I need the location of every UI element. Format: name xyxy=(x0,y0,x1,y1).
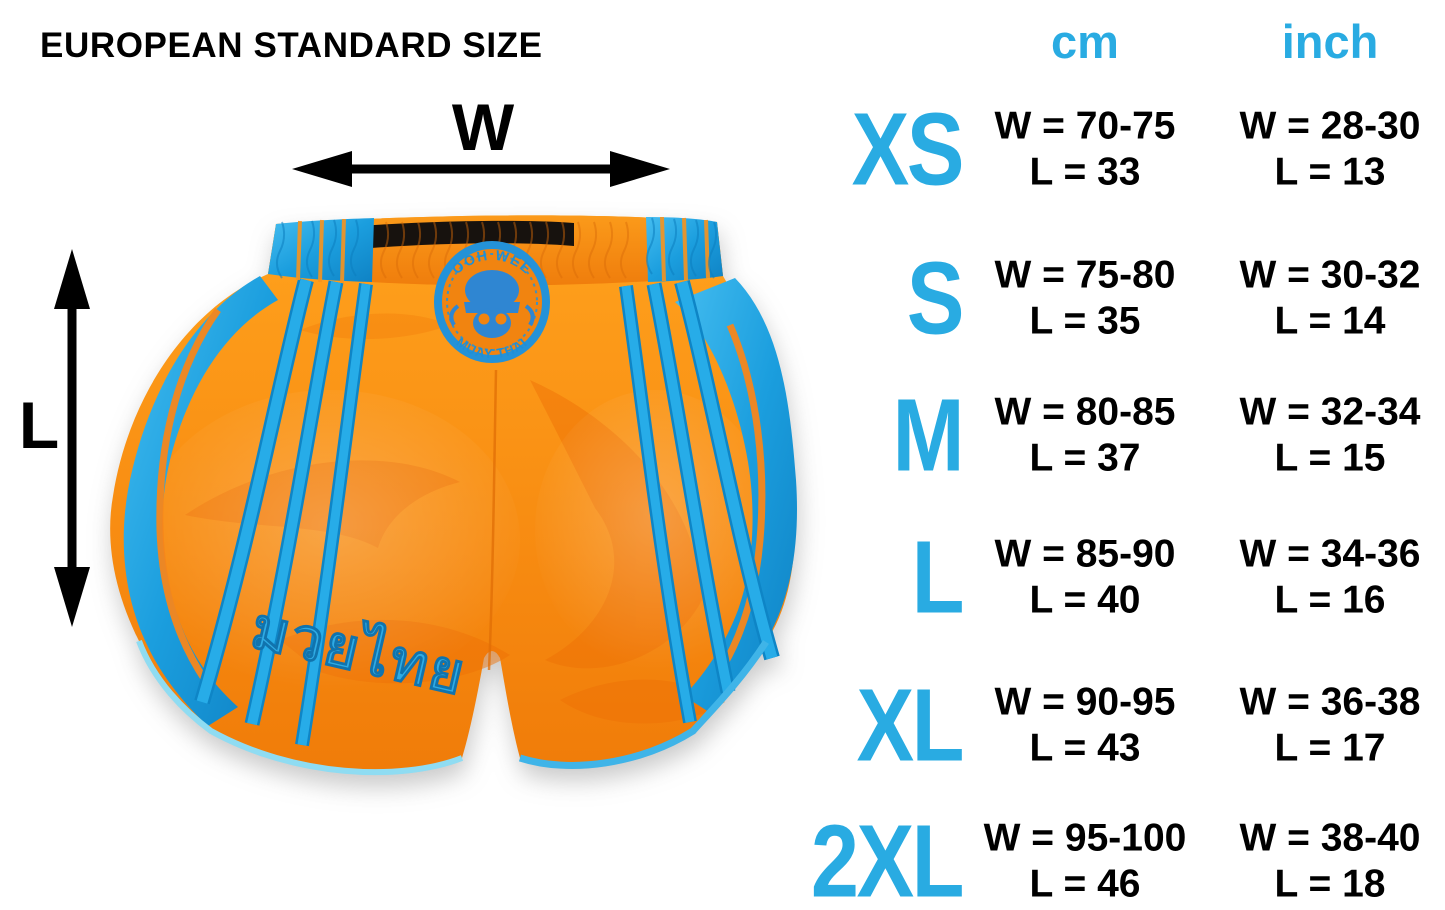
cm-width-value: W = 90-95 xyxy=(994,680,1176,724)
inch-values: W = 28-30 L = 13 xyxy=(1215,104,1445,196)
brand-logo-patch: OOH WEE MUAY THAI xyxy=(434,241,550,363)
inch-values: W = 38-40 L = 18 xyxy=(1215,816,1445,908)
size-row-m: M W = 80-85 L = 37 W = 32-34 L = 15 xyxy=(700,377,1445,493)
inch-width-value: W = 38-40 xyxy=(1239,816,1421,860)
cm-width-value: W = 95-100 xyxy=(983,816,1187,860)
column-header-cm: cm xyxy=(1051,15,1119,68)
cm-length-value: L = 46 xyxy=(1029,863,1141,906)
right-hem-trim xyxy=(518,640,769,769)
inch-length-value: L = 18 xyxy=(1274,863,1386,906)
inch-values: W = 34-36 L = 16 xyxy=(1215,532,1445,624)
center-seam xyxy=(487,369,498,671)
length-arrow xyxy=(54,249,90,627)
cm-values: W = 70-75 L = 33 xyxy=(965,104,1205,196)
size-row-s: S W = 75-80 L = 35 W = 30-32 L = 14 xyxy=(700,240,1445,356)
inch-length-value: L = 16 xyxy=(1274,579,1386,622)
inch-length-value: L = 14 xyxy=(1274,300,1386,343)
left-side-stripes xyxy=(123,276,373,747)
size-label: XL xyxy=(856,667,964,783)
cm-length-value: L = 33 xyxy=(1029,151,1141,194)
inch-values: W = 32-34 L = 15 xyxy=(1215,390,1445,482)
width-dimension-label: W xyxy=(451,90,515,164)
cm-length-value: L = 35 xyxy=(1029,300,1141,343)
inch-width-value: W = 28-30 xyxy=(1239,104,1421,148)
inch-width-value: W = 30-32 xyxy=(1239,253,1421,297)
size-row-xl: XL W = 90-95 L = 43 W = 36-38 L = 17 xyxy=(700,667,1445,783)
inch-length-value: L = 15 xyxy=(1274,437,1386,480)
inch-width-value: W = 32-34 xyxy=(1239,390,1421,434)
cm-values: W = 75-80 L = 35 xyxy=(965,253,1205,345)
product-photo-muay-thai-shorts: OOH WEE MUAY THAI มวยไทย xyxy=(110,215,797,776)
size-label: 2XL xyxy=(810,803,965,910)
cm-values: W = 90-95 L = 43 xyxy=(965,680,1205,772)
cm-width-value: W = 70-75 xyxy=(994,104,1176,148)
cm-length-value: L = 37 xyxy=(1029,437,1141,480)
inch-length-value: L = 17 xyxy=(1274,727,1386,770)
cm-width-value: W = 85-90 xyxy=(994,532,1176,576)
cm-length-value: L = 43 xyxy=(1029,727,1141,770)
size-row-2xl: 2XL W = 95-100 L = 46 W = 38-40 L = 18 xyxy=(700,803,1445,910)
left-hem-trim xyxy=(136,639,464,776)
cm-width-value: W = 75-80 xyxy=(994,253,1176,297)
cm-values: W = 85-90 L = 40 xyxy=(965,532,1205,624)
inch-values: W = 36-38 L = 17 xyxy=(1215,680,1445,772)
size-row-l: L W = 85-90 L = 40 W = 34-36 L = 16 xyxy=(700,519,1445,635)
size-label: L xyxy=(911,519,965,635)
length-dimension-label: L xyxy=(18,388,60,462)
inch-width-value: W = 36-38 xyxy=(1239,680,1421,724)
size-label: M xyxy=(892,377,964,493)
size-row-xs: XS W = 70-75 L = 33 W = 28-30 L = 13 xyxy=(700,91,1445,207)
column-header-inch: inch xyxy=(1281,15,1379,68)
cm-values: W = 95-100 L = 46 xyxy=(965,816,1205,908)
inch-width-value: W = 34-36 xyxy=(1239,532,1421,576)
size-label: S xyxy=(906,240,965,356)
inch-length-value: L = 13 xyxy=(1274,151,1386,194)
page-title: EUROPEAN STANDARD SIZE xyxy=(40,26,543,65)
right-side-stripes xyxy=(619,278,797,724)
width-arrow xyxy=(292,151,670,187)
inch-values: W = 30-32 L = 14 xyxy=(1215,253,1445,345)
cm-length-value: L = 40 xyxy=(1029,579,1141,622)
cm-width-value: W = 80-85 xyxy=(994,390,1176,434)
cm-values: W = 80-85 L = 37 xyxy=(965,390,1205,482)
size-label: XS xyxy=(851,91,965,207)
